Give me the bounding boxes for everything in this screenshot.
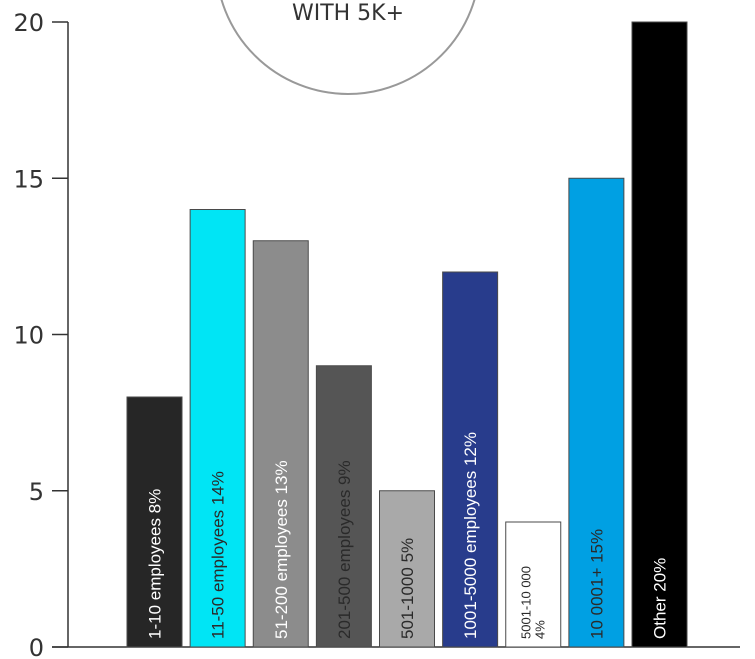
y-tick-label: 10 (13, 322, 44, 350)
bar (379, 490, 435, 648)
bars: 1-10 employees 8% 11-50 employees 14% 51-2… (126, 21, 688, 648)
y-ticks: 0 5 10 15 20 (13, 9, 68, 659)
bar-label: 1-10 employees 8% (146, 489, 165, 639)
bar (442, 271, 499, 648)
bar-label: 51-200 employees 13% (272, 460, 291, 639)
badge-text: WITH 5K+ (292, 1, 404, 26)
bar-label: 1001-5000 employees 12% (461, 432, 480, 639)
badge: WITH 5K+ (220, 0, 476, 95)
bar (126, 396, 183, 648)
bar-label: Other 20% (651, 558, 670, 639)
bar-label: 501-1000 5% (398, 538, 417, 639)
bar (505, 521, 562, 648)
y-tick-label: 20 (13, 9, 44, 37)
bar-label: 201-500 employees 9% (335, 460, 354, 639)
badge-circle (220, 0, 476, 95)
y-tick-label: 15 (13, 165, 44, 193)
bar-label: 5001-10 0004% (518, 566, 547, 639)
bar (252, 240, 309, 648)
bar (568, 177, 625, 648)
bar-label: 11-50 employees 14% (209, 471, 228, 639)
bar (315, 365, 372, 648)
bar (189, 209, 246, 648)
y-tick-label: 0 (29, 634, 44, 659)
y-tick-label: 5 (29, 478, 44, 506)
bar (631, 21, 688, 648)
bar-label: 10 0001+ 15% (587, 529, 606, 639)
